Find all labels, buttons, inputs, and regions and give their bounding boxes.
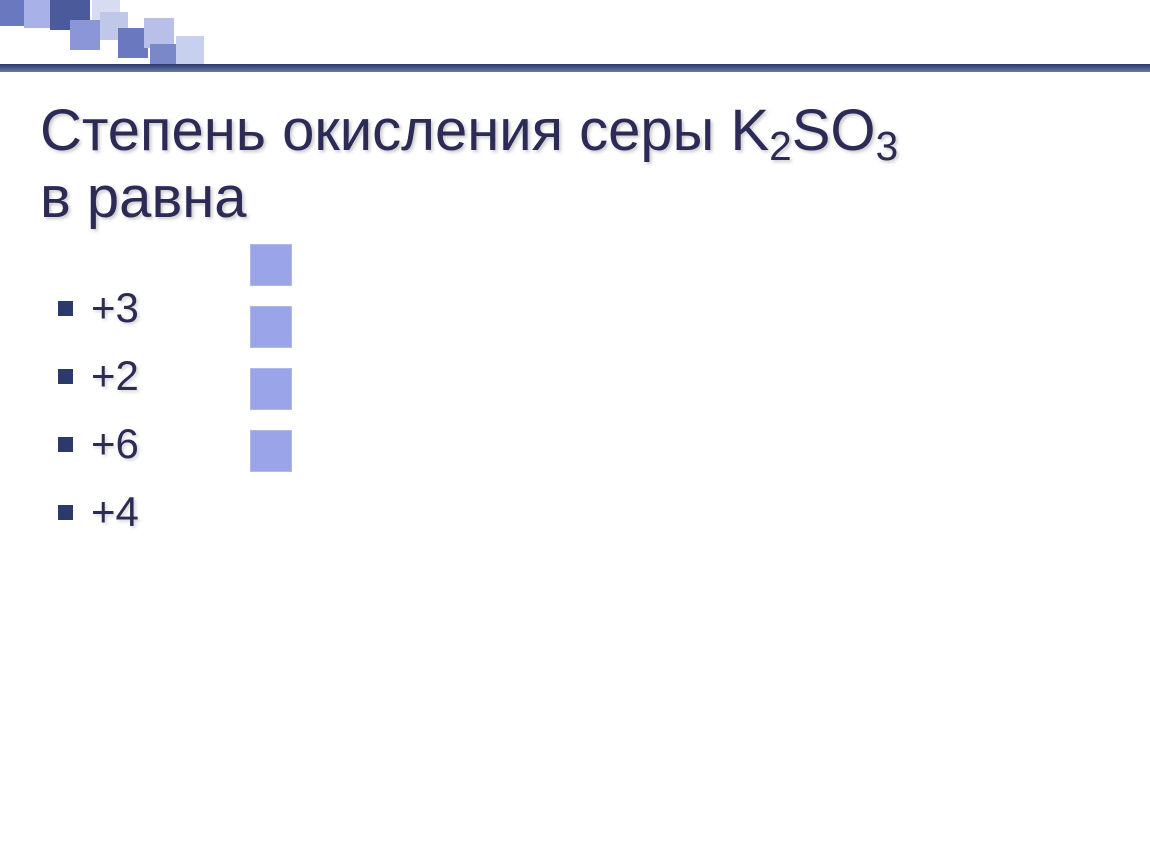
title-underline — [0, 64, 1150, 72]
check-square[interactable] — [250, 306, 292, 348]
bullet-square-icon — [58, 437, 73, 452]
bullet-square-icon — [58, 301, 73, 316]
decorative-squares — [0, 0, 250, 70]
slide-title: Степень окисления серы K2SO3 в равна — [40, 98, 898, 231]
check-square[interactable] — [250, 368, 292, 410]
title-line2: в равна — [40, 165, 247, 230]
check-squares — [250, 244, 292, 492]
title-sub2: 3 — [876, 123, 899, 169]
title-line1-pre: Степень окисления серы K — [40, 98, 769, 163]
answer-label: +6 — [91, 420, 139, 468]
decorative-square — [70, 20, 100, 50]
check-square[interactable] — [250, 244, 292, 286]
answer-item: +2 — [58, 352, 139, 400]
answer-label: +4 — [91, 488, 139, 536]
check-square[interactable] — [250, 430, 292, 472]
answer-item: +6 — [58, 420, 139, 468]
bullet-square-icon — [58, 505, 73, 520]
bullet-square-icon — [58, 369, 73, 384]
decorative-square — [24, 0, 50, 28]
title-line1-mid: SO — [792, 98, 876, 163]
answer-item: +3 — [58, 284, 139, 332]
title-sub1: 2 — [769, 123, 792, 169]
decorative-square — [150, 44, 178, 66]
decorative-square — [176, 36, 204, 64]
answer-item: +4 — [58, 488, 139, 536]
answer-label: +2 — [91, 352, 139, 400]
answers-list: +3 +2 +6 +4 — [58, 284, 139, 556]
answer-label: +3 — [91, 284, 139, 332]
decorative-square — [0, 0, 26, 26]
